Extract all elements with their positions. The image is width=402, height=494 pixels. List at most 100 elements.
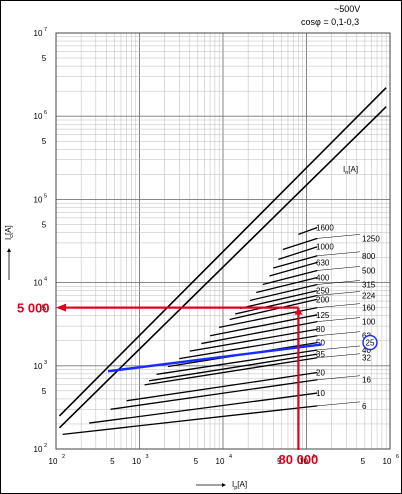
y-axis-arrowhead — [7, 248, 11, 252]
rating-label-1250: 1250 — [362, 234, 380, 243]
rating-leader — [317, 375, 361, 380]
y-tick-label: 10 — [34, 445, 43, 454]
rating-line-630 — [269, 261, 318, 277]
rating-line-35 — [148, 353, 318, 382]
rating-label-1000: 1000 — [316, 243, 334, 252]
rating-label-20: 20 — [316, 369, 325, 378]
y-tick-label: 5 — [42, 137, 47, 146]
rating-line-10 — [89, 392, 318, 424]
x-tick-label: 10 — [383, 457, 392, 466]
y-tick-label: 10 — [34, 362, 43, 371]
x-tick-label: 10 — [49, 457, 58, 466]
x-tick-label: 5 — [194, 457, 199, 466]
rating-label-500: 500 — [362, 266, 376, 275]
y-tick-label: 5 — [42, 220, 47, 229]
rating-label-40: 40 — [362, 346, 371, 355]
rating-label-1600: 1600 — [316, 223, 334, 232]
y-tick-label: 5 — [42, 54, 47, 63]
highlight-line — [107, 343, 322, 373]
reading-arrowhead-left — [56, 303, 66, 312]
curves — [58, 87, 387, 435]
y-tick-exponent: 7 — [44, 27, 47, 33]
grid-lines — [55, 32, 391, 450]
rating-leader — [317, 353, 361, 358]
rating-label-100: 100 — [362, 318, 376, 327]
rating-label-800: 800 — [362, 252, 376, 261]
y-tick-exponent: 6 — [44, 110, 47, 116]
rating-line-160 — [219, 307, 318, 328]
reading-x-label: 80 000 — [279, 452, 319, 467]
y-tick-label: 10 — [34, 29, 43, 38]
rating-line-80 — [189, 328, 318, 352]
y-tick-label: 10 — [34, 195, 43, 204]
rating-line-500 — [262, 269, 318, 286]
rating-label-250: 250 — [316, 287, 330, 296]
rating-line-32 — [144, 357, 318, 386]
rating-leader — [317, 345, 361, 351]
rating-label-6: 6 — [362, 402, 367, 411]
rating-line-1000 — [278, 246, 318, 261]
rating-label-125: 125 — [316, 311, 330, 320]
rating-label-50: 50 — [316, 339, 325, 348]
rating-label-200: 200 — [316, 295, 330, 304]
x-tick-label: 10 — [216, 457, 225, 466]
rating-line-20 — [126, 371, 318, 402]
rating-line-1250 — [282, 237, 318, 251]
rating-label-224: 224 — [362, 291, 376, 300]
x-tick-label: 5 — [361, 457, 366, 466]
rating-label-315: 315 — [362, 280, 376, 289]
envelope-line — [58, 87, 387, 417]
y-tick-exponent: 4 — [44, 277, 47, 283]
y-tick-label: 5 — [42, 304, 47, 313]
rating-line-40 — [156, 349, 318, 375]
x-axis-arrowhead — [222, 483, 226, 487]
cos-phi-label: cosφ = 0,1-0,3 — [301, 17, 360, 27]
rating-label-160: 160 — [362, 304, 376, 313]
rating-leader — [317, 280, 361, 285]
rating-line-200 — [229, 298, 318, 321]
rating-line-16 — [110, 379, 318, 410]
rating-label-32: 32 — [362, 354, 371, 363]
highlight-circle — [362, 334, 378, 351]
rating-label-16: 16 — [362, 376, 371, 385]
x-tick-exponent: 3 — [146, 454, 149, 460]
rating-leader — [317, 291, 361, 296]
rating-label-35: 35 — [316, 350, 325, 359]
rating-leader — [317, 331, 361, 336]
voltage-label: ~500V — [334, 4, 361, 14]
rating-leader — [317, 303, 361, 308]
rating-line-400 — [256, 276, 318, 294]
y-tick-label: 10 — [34, 279, 43, 288]
reading-arrowhead-up — [294, 307, 303, 315]
rating-label-400: 400 — [316, 274, 330, 283]
y-tick-label: 5 — [42, 387, 47, 396]
rating-leader — [317, 251, 361, 257]
rating-label-630: 630 — [316, 258, 330, 267]
x-tick-exponent: 5 — [313, 454, 316, 460]
rating-line-1600 — [298, 226, 318, 235]
x-tick-label: 10 — [132, 457, 141, 466]
x-tick-label: 5 — [110, 457, 115, 466]
x-tick-exponent: 2 — [62, 454, 65, 460]
y-tick-label: 10 — [34, 112, 43, 121]
x-tick-exponent: 6 — [396, 454, 399, 460]
rating-line-315 — [249, 283, 318, 302]
y-tick-exponent: 2 — [44, 443, 47, 449]
rating-labels: 1600 1250 1000 800 630 500 400 315 250 224 200 160 1… — [316, 223, 380, 410]
y-tick-exponent: 5 — [44, 193, 47, 199]
rating-leader — [317, 401, 361, 407]
reading-y-label: 5 000 — [17, 301, 50, 316]
x-tick-label: 5 — [277, 457, 282, 466]
rating-label-80: 80 — [316, 325, 325, 334]
envelope-line — [58, 106, 387, 429]
x-tick-label: 10 — [299, 457, 308, 466]
rating-label-10: 10 — [316, 389, 325, 398]
y-axis-title: Ic[A] — [4, 225, 15, 240]
x-tick-exponent: 4 — [229, 454, 232, 460]
highlight-label: 25 — [366, 339, 375, 348]
plot-border — [55, 32, 391, 450]
